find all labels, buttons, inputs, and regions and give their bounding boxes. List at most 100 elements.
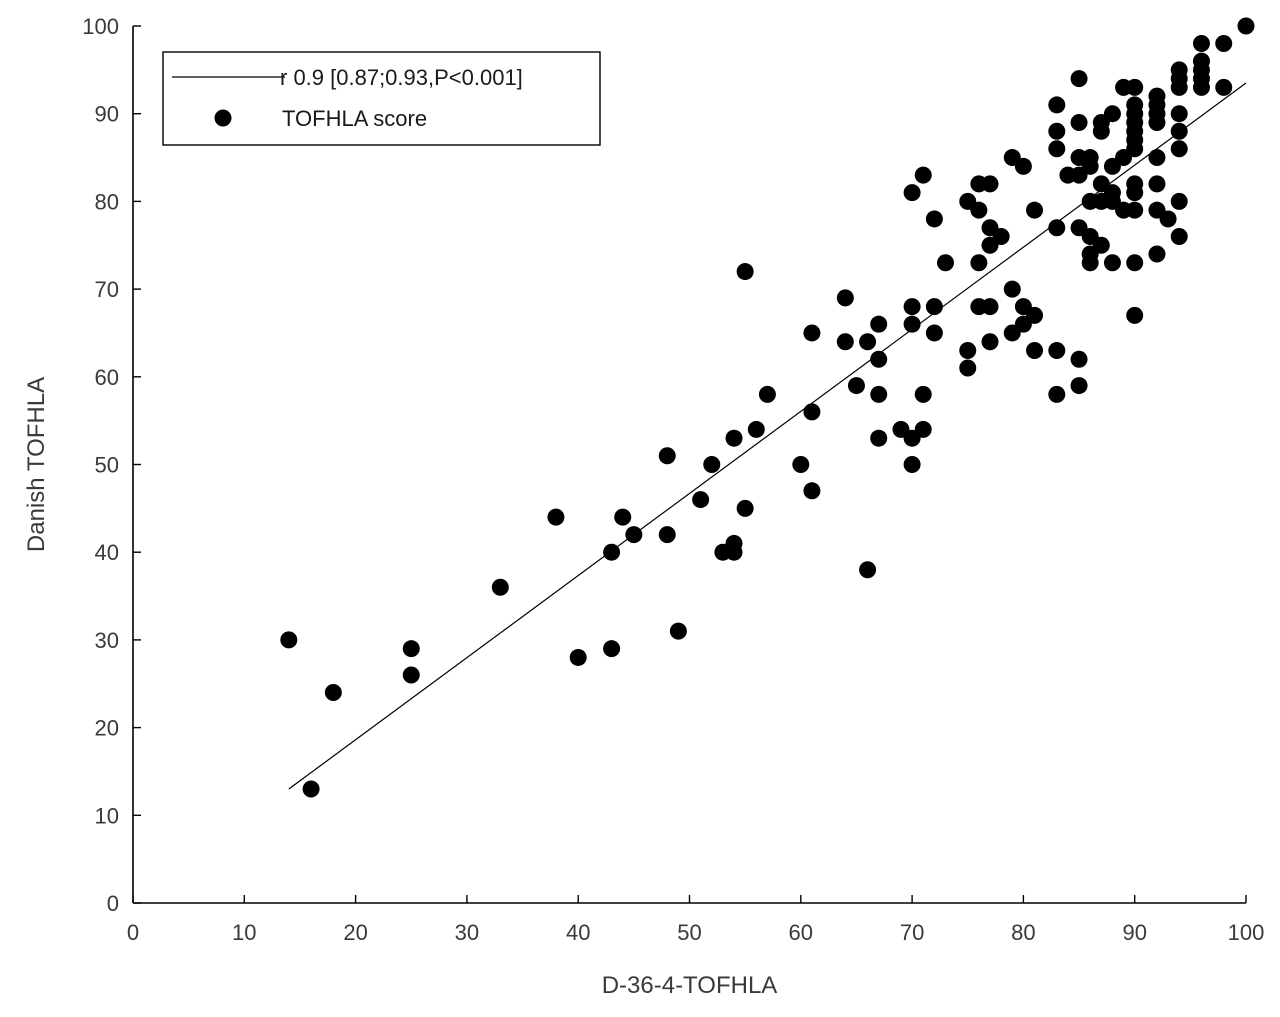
data-point — [1170, 78, 1188, 96]
data-point — [324, 684, 342, 702]
y-tick-label: 80 — [95, 189, 119, 214]
legend: r 0.9 [0.87;0.93,P<0.001] TOFHLA score — [162, 51, 601, 146]
data-point — [1014, 157, 1032, 175]
data-point — [1170, 192, 1188, 210]
y-tick-label: 10 — [95, 803, 119, 828]
y-tick-label: 60 — [95, 365, 119, 390]
x-tick-label: 60 — [789, 920, 813, 945]
data-point — [903, 315, 921, 333]
data-point — [903, 298, 921, 316]
data-point — [859, 561, 877, 579]
data-point — [870, 429, 888, 447]
data-point — [1126, 201, 1144, 219]
x-tick-label: 40 — [566, 920, 590, 945]
legend-box — [162, 51, 601, 146]
data-point — [1148, 149, 1166, 167]
data-point — [1148, 175, 1166, 193]
data-point — [302, 780, 320, 798]
data-point — [925, 324, 943, 342]
data-point — [981, 298, 999, 316]
data-point — [859, 333, 877, 351]
data-point — [1092, 236, 1110, 254]
data-point — [903, 184, 921, 202]
axes: 0 10 20 30 40 50 60 70 80 90 100 0 10 20 30 40 50 60 70 80 9… — [82, 14, 1264, 945]
data-point — [603, 543, 621, 561]
legend-dot-swatch — [214, 109, 232, 127]
data-point — [725, 429, 743, 447]
data-point — [836, 333, 854, 351]
x-tick-label: 20 — [343, 920, 367, 945]
x-tick-label: 80 — [1011, 920, 1035, 945]
data-point — [692, 491, 710, 509]
legend-label: r 0.9 [0.87;0.93,P<0.001] — [280, 65, 523, 90]
data-point — [1215, 35, 1233, 53]
data-point — [669, 622, 687, 640]
data-point — [914, 166, 932, 184]
data-point — [1170, 122, 1188, 140]
data-point — [1070, 113, 1088, 131]
y-tick-label: 0 — [107, 891, 119, 916]
data-point — [625, 526, 643, 544]
data-point — [1170, 227, 1188, 245]
x-axis-title: D-36-4-TOFHLA — [602, 972, 778, 999]
data-point — [970, 254, 988, 272]
y-axis-title: Danish TOFHLA — [23, 377, 50, 552]
data-point — [1070, 70, 1088, 88]
data-point — [836, 289, 854, 307]
data-point — [603, 640, 621, 658]
data-point — [1070, 377, 1088, 395]
data-point — [992, 227, 1010, 245]
x-tick-label: 50 — [677, 920, 701, 945]
y-tick-label: 30 — [95, 628, 119, 653]
data-point — [280, 631, 298, 649]
data-point — [870, 315, 888, 333]
data-point — [847, 377, 865, 395]
y-tick-label: 40 — [95, 540, 119, 565]
data-point — [1126, 78, 1144, 96]
data-point — [1081, 157, 1099, 175]
data-point — [1126, 140, 1144, 158]
data-point — [1048, 385, 1066, 403]
data-point — [981, 333, 999, 351]
data-point — [903, 456, 921, 473]
data-point — [981, 175, 999, 193]
data-point — [1048, 219, 1066, 237]
data-point — [1237, 17, 1255, 35]
data-point — [1159, 210, 1177, 228]
data-point — [402, 640, 420, 658]
data-point — [736, 499, 754, 517]
data-point — [1148, 245, 1166, 263]
data-point — [803, 324, 821, 342]
legend-label: TOFHLA score — [282, 106, 427, 131]
data-point — [747, 420, 765, 438]
data-point — [736, 263, 754, 281]
data-point — [1048, 140, 1066, 158]
data-point — [1126, 184, 1144, 202]
data-point — [914, 385, 932, 403]
data-point — [1048, 122, 1066, 140]
data-point — [970, 201, 988, 219]
data-point — [1026, 201, 1044, 219]
data-point — [725, 543, 743, 561]
data-point — [1048, 96, 1066, 114]
data-point — [1070, 350, 1088, 368]
data-point — [1092, 122, 1110, 140]
data-point — [402, 666, 420, 684]
data-point — [1003, 280, 1021, 298]
data-point — [1026, 341, 1044, 359]
data-point — [1215, 78, 1233, 96]
y-tick-label: 100 — [82, 14, 119, 39]
data-point — [925, 210, 943, 228]
y-tick-label: 20 — [95, 716, 119, 741]
data-point — [1192, 35, 1210, 53]
data-point — [658, 526, 676, 544]
data-point — [959, 359, 977, 377]
y-tick-label: 50 — [95, 453, 119, 478]
data-point — [658, 447, 676, 465]
data-point — [914, 420, 932, 438]
data-point — [569, 648, 587, 666]
data-point — [792, 456, 810, 473]
data-point — [925, 298, 943, 316]
